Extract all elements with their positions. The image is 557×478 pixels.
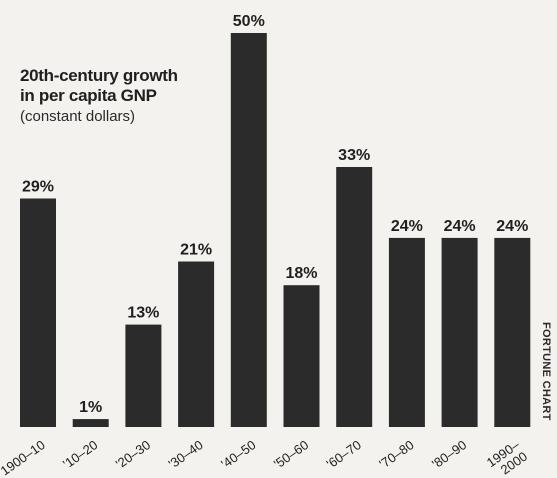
data-label-6: 33% — [338, 147, 370, 164]
bar-4 — [230, 33, 267, 427]
x-tick-label-5: '50–60 — [271, 437, 311, 471]
bar-9 — [494, 237, 531, 427]
bar-8 — [441, 237, 478, 427]
x-tick-label-9: 1990–2000 — [484, 437, 531, 478]
bar-5 — [283, 285, 320, 427]
bar-6 — [336, 167, 373, 427]
x-tick-label-1: '10–20 — [60, 437, 100, 471]
x-tick-label-3: '30–40 — [166, 437, 206, 471]
data-label-2: 13% — [127, 305, 159, 322]
x-tick-label-2: '20–30 — [113, 437, 153, 471]
data-label-5: 18% — [285, 265, 317, 282]
data-label-0: 29% — [22, 179, 54, 196]
chart-title-line-1: 20th-century growth — [20, 66, 178, 85]
data-label-8: 24% — [444, 218, 476, 235]
chart-credit: FORTUNE CHART — [540, 322, 552, 421]
chart-title-line-2: in per capita GNP — [20, 86, 157, 105]
x-tick-label-7: '70–80 — [376, 437, 416, 471]
data-label-3: 21% — [180, 242, 212, 259]
x-tick-label-4: '40–50 — [218, 437, 258, 471]
x-tick-label-0: 1900–10 — [0, 437, 48, 478]
data-label-9: 24% — [496, 218, 528, 235]
bar-7 — [388, 237, 425, 427]
x-tick-label-8: '80–90 — [429, 437, 469, 471]
data-label-7: 24% — [391, 218, 423, 235]
data-label-1: 1% — [79, 399, 102, 416]
x-tick-label-6: '60–70 — [324, 437, 364, 471]
bar-0 — [20, 198, 56, 427]
bar-3 — [178, 261, 215, 427]
bar-2 — [125, 324, 162, 427]
chart-subtitle: (constant dollars) — [20, 108, 136, 125]
data-label-4: 50% — [233, 13, 265, 30]
bar-1 — [72, 419, 109, 427]
chart-title: 20th-century growth in per capita GNP — [20, 66, 178, 106]
